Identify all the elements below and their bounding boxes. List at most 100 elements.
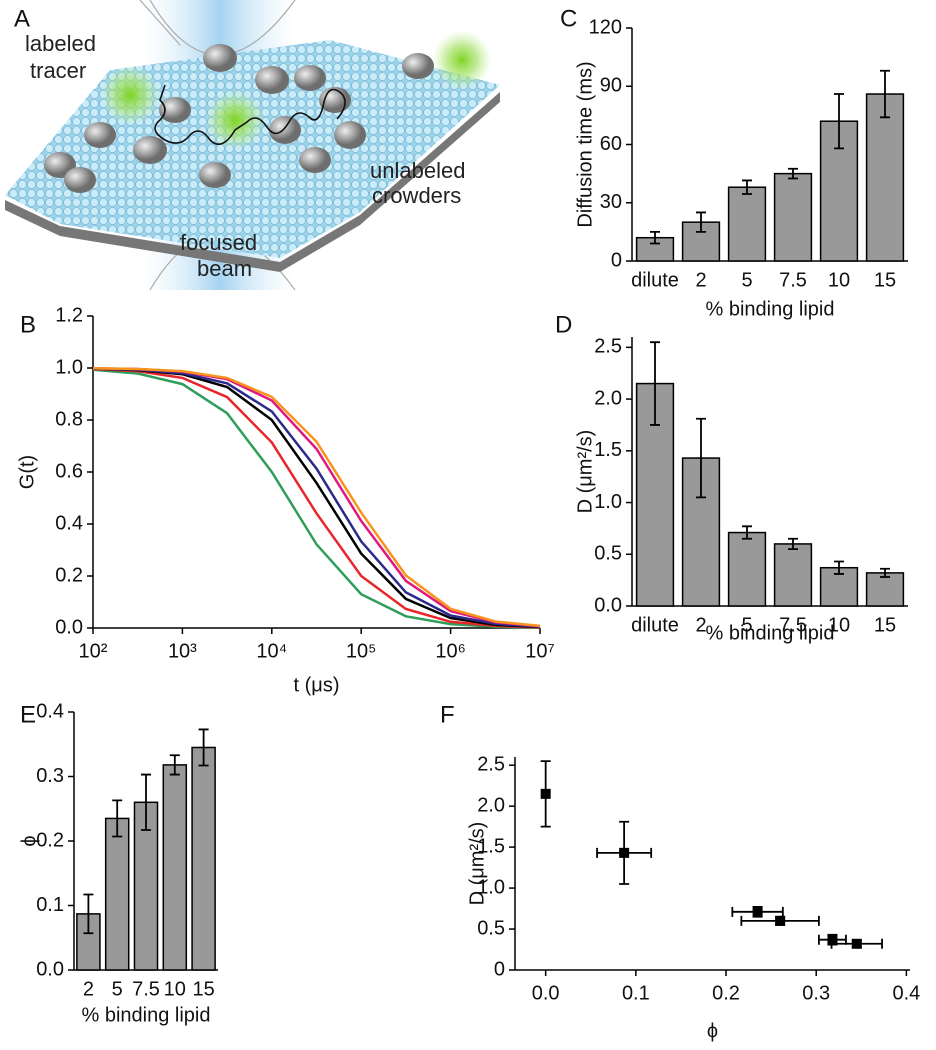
error-bar: [696, 417, 706, 499]
error-bar: [880, 69, 890, 119]
y-tick-label: 2.5: [594, 336, 622, 358]
bar: [162, 764, 188, 971]
error-bar: [788, 167, 798, 180]
x-tick-label: 0.0: [532, 982, 560, 1004]
curve: [92, 367, 541, 629]
x-tick-label: 7.5: [779, 614, 807, 636]
y-tick-label: 1.0: [55, 356, 83, 378]
x-axis-label: t (μs): [294, 674, 340, 696]
y-axis-label: D (μm²/s): [466, 822, 488, 906]
error-bar: [834, 93, 844, 150]
bar: [727, 186, 767, 262]
y-axis-label: Diffusion time (ms): [574, 61, 596, 227]
y-tick-label: 60: [600, 133, 622, 155]
y-tick-label: 0.4: [36, 700, 64, 722]
error-bar: [83, 893, 94, 935]
point: [752, 906, 763, 917]
error-bar: [742, 525, 752, 540]
y-tick-label: 1.5: [477, 835, 505, 857]
x-tick-label: 0.3: [802, 982, 830, 1004]
curve: [92, 367, 541, 628]
x-tick-label: 10⁵: [346, 640, 377, 662]
x-tick-label: 10: [828, 269, 850, 291]
panel-label: C: [560, 5, 577, 32]
illustration-text: beam: [197, 256, 252, 281]
x-tick-label: 10⁴: [256, 640, 287, 662]
panel-label: F: [440, 701, 455, 728]
x-tick-label: dilute: [631, 614, 679, 636]
y-axis-label: D (μm²/s): [574, 430, 596, 514]
y-tick-label: 0.4: [55, 512, 83, 534]
error-bar: [650, 230, 660, 245]
x-tick-label: 5: [112, 978, 123, 1000]
error-bar: [198, 728, 209, 767]
point: [827, 934, 838, 945]
bar: [865, 93, 905, 262]
y-tick-label: 0.6: [55, 460, 83, 482]
y-tick-label: 0.0: [594, 594, 622, 616]
x-axis-label: % binding lipid: [706, 298, 835, 320]
bar: [191, 746, 216, 971]
y-tick-label: 30: [600, 191, 622, 213]
panel-label: A: [14, 5, 30, 32]
error-bar: [169, 754, 180, 776]
x-tick-label: 15: [192, 978, 214, 1000]
x-tick-label: 10: [828, 614, 850, 636]
y-tick-label: 1.0: [594, 491, 622, 513]
error-bar: [141, 773, 151, 831]
curve: [92, 367, 541, 628]
curve: [92, 367, 541, 628]
y-tick-label: 2.5: [477, 753, 505, 775]
error-bar: [696, 211, 706, 233]
x-tick-label: 7.5: [132, 978, 160, 1000]
point: [775, 915, 786, 926]
tracer-glow: [205, 90, 265, 150]
y-tick-label: 1.5: [594, 439, 622, 461]
y-tick-label: 90: [600, 75, 622, 97]
y-tick-label: 1.0: [477, 876, 505, 898]
y-tick-label: 2.0: [477, 794, 505, 816]
x-tick-label: 10²: [79, 640, 108, 662]
illustration-text: focused: [180, 230, 257, 255]
y-tick-label: 0.5: [477, 917, 505, 939]
panel-label: B: [20, 311, 36, 338]
bar: [727, 531, 767, 607]
error-bar: [834, 560, 844, 575]
illustration-text: tracer: [30, 58, 86, 83]
y-tick-label: 0.0: [36, 958, 64, 980]
crowders: [44, 44, 434, 193]
curve: [92, 367, 541, 629]
y-tick-label: 2.0: [594, 387, 622, 409]
y-tick-label: 0.8: [55, 408, 83, 430]
x-tick-label: 2: [695, 614, 706, 636]
x-tick-label: 10³: [168, 640, 197, 662]
x-axis-label: % binding lipid: [706, 622, 835, 644]
y-tick-label: 120: [589, 16, 622, 38]
point: [540, 788, 551, 799]
panel-label: D: [555, 311, 572, 338]
x-tick-label: 5: [741, 269, 752, 291]
x-tick-label: 2: [695, 269, 706, 291]
lipid-tails: [5, 92, 500, 272]
x-axis-label: % binding lipid: [82, 1004, 211, 1026]
tracer-glow: [432, 30, 492, 90]
y-tick-label: 0: [494, 958, 505, 980]
x-tick-label: 0.2: [712, 982, 740, 1004]
x-tick-label: 15: [874, 614, 896, 636]
point: [619, 847, 630, 858]
y-tick-label: 1.2: [55, 304, 83, 326]
y-tick-label: 0.3: [36, 765, 64, 787]
bar: [773, 172, 813, 262]
bar: [773, 543, 813, 607]
error-bar: [742, 179, 752, 195]
illustration-text: crowders: [372, 183, 461, 208]
y-tick-label: 0.1: [36, 894, 64, 916]
x-axis-label: ϕ: [707, 1020, 718, 1042]
y-tick-label: 0.2: [36, 829, 64, 851]
illustration-text: labeled: [25, 31, 96, 56]
error-bar: [788, 537, 798, 550]
error-bar: [650, 341, 660, 426]
x-tick-label: 10: [164, 978, 186, 1000]
